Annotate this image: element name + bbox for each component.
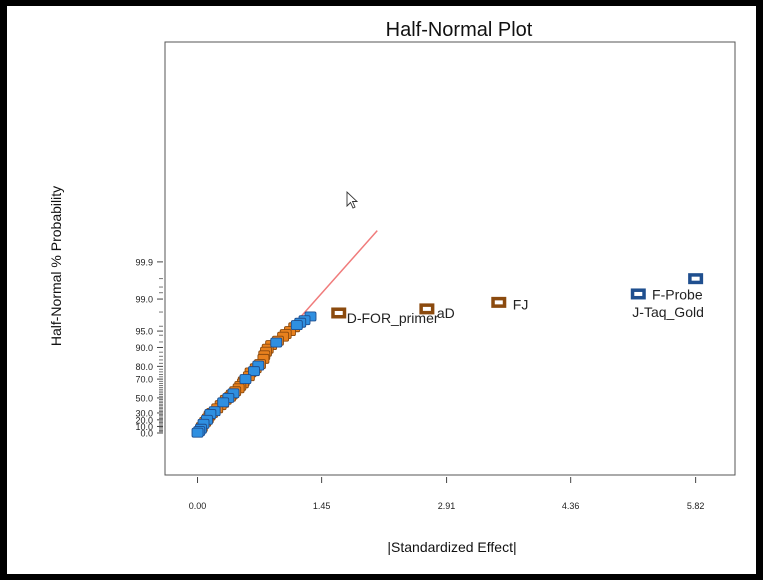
x-tick-label: 0.00 (189, 501, 207, 511)
y-tick-label: 10.0 (135, 422, 153, 432)
mouse-cursor-icon (346, 190, 359, 209)
y-tick-label: 70.0 (135, 375, 153, 385)
plot-frame: Half-Normal Plot Half-Normal % Probabili… (7, 6, 756, 574)
y-axis-ticks: 99.9 99.0 95.0 90.0 80.0 70.0 50.0 30.020.010.0… (135, 257, 163, 439)
y-minor-ticks (159, 278, 163, 433)
plot-area (164, 41, 736, 476)
y-axis-label: Half-Normal % Probability (48, 186, 64, 346)
point-label: D-FOR_primer (347, 310, 439, 326)
point-label: F-Probe (652, 287, 703, 303)
y-tick-label: 95.0 (135, 327, 153, 337)
x-tick-label: 4.36 (562, 501, 580, 511)
labeled-point-marker-inner (334, 310, 343, 315)
half-normal-plot: Half-Normal Plot Half-Normal % Probabili… (48, 19, 736, 555)
labeled-point-marker-inner (422, 306, 431, 311)
y-tick-label: 99.9 (135, 257, 153, 267)
x-axis-label: |Standardized Effect| (387, 539, 516, 555)
y-tick-label: 90.0 (135, 343, 153, 353)
point-label: J-Taq_Gold (632, 304, 704, 320)
data-points (191, 273, 704, 438)
labeled-point-marker-inner (691, 276, 700, 281)
y-tick-label: 20.0 (135, 415, 153, 425)
point-label: aD (437, 305, 455, 321)
y-tick-label: 99.0 (135, 295, 153, 305)
labeled-point-marker-inner (634, 291, 643, 296)
data-point (191, 427, 204, 438)
point-label: FJ (513, 296, 529, 312)
y-tick-label: 80.0 (135, 362, 153, 372)
y-tick-label: 0.0 (140, 429, 153, 439)
chart-title: Half-Normal Plot (386, 19, 533, 41)
x-tick-label: 5.82 (687, 501, 705, 511)
data-point (290, 320, 303, 331)
data-point (217, 397, 230, 408)
x-tick-label: 1.45 (313, 501, 331, 511)
x-tick-label: 2.91 (438, 501, 456, 511)
data-point (239, 374, 252, 385)
y-tick-label: 30.0 (135, 408, 153, 418)
labeled-point-marker-inner (494, 300, 503, 305)
x-axis-ticks: 0.00 1.45 2.91 4.36 5.82 (189, 477, 705, 511)
y-tick-label: 50.0 (135, 393, 153, 403)
data-point (248, 366, 260, 377)
data-point (270, 337, 283, 348)
